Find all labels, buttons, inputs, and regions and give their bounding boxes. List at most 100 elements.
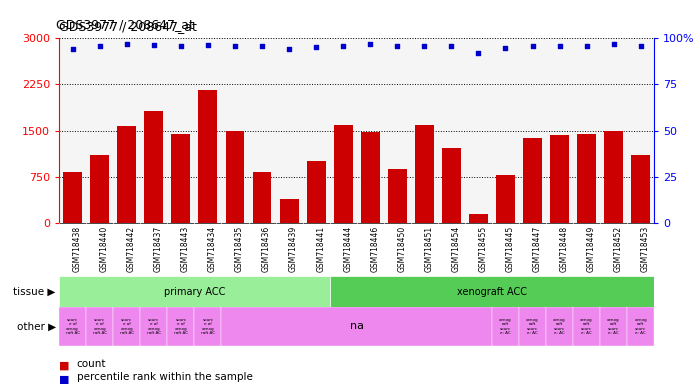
Text: sourc
e of
xenog
raft AC: sourc e of xenog raft AC xyxy=(93,318,106,335)
Text: GSM718454: GSM718454 xyxy=(452,225,460,271)
Point xyxy=(608,41,619,47)
Point xyxy=(554,43,565,49)
Text: GSM718434: GSM718434 xyxy=(208,225,217,271)
Text: GSM718450: GSM718450 xyxy=(397,225,406,271)
Point xyxy=(473,50,484,56)
Text: GSM718445: GSM718445 xyxy=(505,225,514,271)
Bar xyxy=(221,307,492,346)
Text: xenog
raft
sourc
e: AC: xenog raft sourc e: AC xyxy=(608,318,620,335)
Text: GSM718443: GSM718443 xyxy=(181,225,190,271)
Text: sourc
e of
xenog
raft AC: sourc e of xenog raft AC xyxy=(147,318,161,335)
Text: xenog
raft
sourc
e: AC: xenog raft sourc e: AC xyxy=(580,318,593,335)
Point xyxy=(446,43,457,49)
Bar xyxy=(59,307,86,346)
Bar xyxy=(546,307,573,346)
Bar xyxy=(90,155,109,223)
Point xyxy=(94,43,105,49)
Text: sourc
e of
xenog
raft AC: sourc e of xenog raft AC xyxy=(174,318,188,335)
Text: xenog
raft
sourc
e: AC: xenog raft sourc e: AC xyxy=(526,318,539,335)
Bar xyxy=(194,307,221,346)
Point xyxy=(419,43,430,49)
Bar xyxy=(226,131,244,223)
Bar xyxy=(469,214,488,223)
Text: GSM718437: GSM718437 xyxy=(154,225,163,271)
Bar xyxy=(523,138,542,223)
Bar xyxy=(627,307,654,346)
Bar xyxy=(280,199,299,223)
Text: sourc
e of
xenog
raft AC: sourc e of xenog raft AC xyxy=(201,318,215,335)
Bar xyxy=(141,307,167,346)
Bar xyxy=(361,132,380,223)
Point xyxy=(256,43,267,49)
Text: other ▶: other ▶ xyxy=(17,321,56,331)
Text: ■: ■ xyxy=(59,361,70,371)
Text: GSM718440: GSM718440 xyxy=(100,225,109,271)
Text: sourc
e of
xenog
raft AC: sourc e of xenog raft AC xyxy=(65,318,80,335)
Text: primary ACC: primary ACC xyxy=(164,287,225,297)
Point xyxy=(203,42,214,48)
Bar xyxy=(330,276,654,307)
Bar xyxy=(307,161,326,223)
Text: tissue ▶: tissue ▶ xyxy=(13,287,56,297)
Bar xyxy=(442,148,461,223)
Bar xyxy=(577,134,596,223)
Point xyxy=(527,43,538,49)
Text: GSM718444: GSM718444 xyxy=(343,225,352,271)
Text: GDS3977 / 208647_at: GDS3977 / 208647_at xyxy=(59,20,197,33)
Bar xyxy=(113,307,141,346)
Point xyxy=(283,46,294,53)
Bar xyxy=(144,111,164,223)
Text: GSM718448: GSM718448 xyxy=(560,225,569,271)
Text: count: count xyxy=(77,359,106,369)
Text: GSM718453: GSM718453 xyxy=(641,225,649,271)
Bar xyxy=(573,307,600,346)
Bar xyxy=(63,172,82,223)
Text: GSM718441: GSM718441 xyxy=(316,225,325,271)
Text: xenog
raft
sourc
e: AC: xenog raft sourc e: AC xyxy=(634,318,647,335)
Text: na: na xyxy=(349,321,364,331)
Bar xyxy=(415,125,434,223)
Text: GSM718449: GSM718449 xyxy=(587,225,596,271)
Point xyxy=(635,43,647,49)
Text: ■: ■ xyxy=(59,374,70,384)
Bar xyxy=(492,307,519,346)
Point xyxy=(175,43,187,49)
Text: GDS3977 / 208647_at: GDS3977 / 208647_at xyxy=(56,18,193,31)
Bar xyxy=(167,307,194,346)
Bar xyxy=(253,172,271,223)
Text: GSM718452: GSM718452 xyxy=(614,225,623,271)
Text: GSM718446: GSM718446 xyxy=(370,225,379,271)
Point xyxy=(500,45,511,51)
Text: GSM718438: GSM718438 xyxy=(72,225,81,271)
Point xyxy=(338,43,349,49)
Text: GSM718439: GSM718439 xyxy=(289,225,298,271)
Bar xyxy=(86,307,113,346)
Text: xenog
raft
sourc
e: AC: xenog raft sourc e: AC xyxy=(553,318,566,335)
Text: xenog
raft
sourc
e: AC: xenog raft sourc e: AC xyxy=(499,318,512,335)
Bar xyxy=(604,131,623,223)
Text: GSM718435: GSM718435 xyxy=(235,225,244,271)
Bar xyxy=(388,169,406,223)
Bar xyxy=(333,125,353,223)
Point xyxy=(365,41,376,47)
Text: GSM718442: GSM718442 xyxy=(127,225,136,271)
Bar xyxy=(171,134,190,223)
Bar xyxy=(550,135,569,223)
Point xyxy=(392,43,403,49)
Point xyxy=(230,43,241,49)
Point xyxy=(67,46,78,53)
Point xyxy=(148,42,159,48)
Text: sourc
e of
xenog
raft AC: sourc e of xenog raft AC xyxy=(120,318,134,335)
Point xyxy=(121,41,132,47)
Bar xyxy=(59,276,330,307)
Text: xenograft ACC: xenograft ACC xyxy=(457,287,527,297)
Text: percentile rank within the sample: percentile rank within the sample xyxy=(77,372,253,382)
Text: GSM718447: GSM718447 xyxy=(532,225,541,271)
Bar xyxy=(118,126,136,223)
Bar xyxy=(600,307,627,346)
Bar xyxy=(631,155,650,223)
Bar xyxy=(496,175,515,223)
Text: GSM718451: GSM718451 xyxy=(425,225,434,271)
Text: GSM718455: GSM718455 xyxy=(478,225,487,271)
Bar xyxy=(519,307,546,346)
